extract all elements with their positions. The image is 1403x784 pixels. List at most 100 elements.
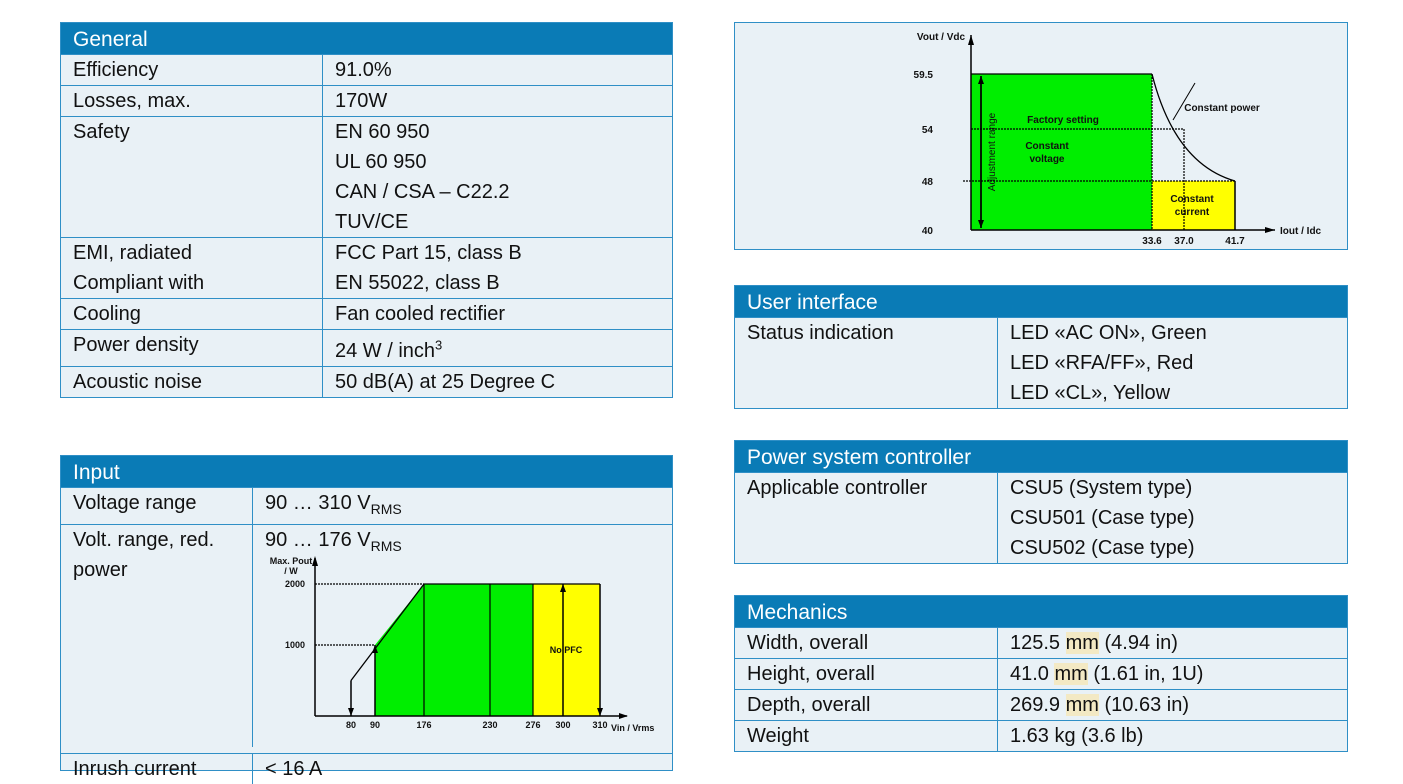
constant-current-label: Constant: [1170, 194, 1214, 205]
row-value: 125.5 mm (4.94 in): [998, 628, 1347, 658]
value-line: 170W: [335, 90, 388, 112]
x-tick-label: 176: [416, 720, 431, 730]
row-value: 24 W / inch3: [323, 330, 672, 366]
row-label: Voltage range: [61, 488, 253, 524]
table-row: Losses, max. 170W: [61, 85, 672, 116]
arrow-310-head: [597, 708, 603, 716]
table-row: Power density 24 W / inch3: [61, 329, 672, 366]
row-label: Losses, max.: [61, 86, 323, 116]
mechanics-table: Mechanics Width, overall 125.5 mm (4.94 in…: [734, 595, 1348, 752]
value-line: UL 60 950: [335, 151, 427, 173]
y-tick-label: 40: [922, 226, 934, 237]
value-line: < 16 A: [265, 758, 323, 780]
constant-voltage-label: Constant: [1025, 141, 1069, 152]
x-axis-label: Iout / Idc: [1280, 226, 1322, 237]
table-row: Acoustic noise 50 dB(A) at 25 Degree C: [61, 365, 672, 397]
y-tick-label: 54: [922, 125, 934, 136]
output-chart-svg: Adjustment range Vout / Vdc Iout / Idc Fact…: [914, 32, 1322, 247]
table-header: User interface: [735, 286, 1347, 317]
table-header: General: [61, 23, 672, 54]
y-axis-label-2: / W: [284, 566, 298, 576]
x-tick-label: 80: [346, 720, 356, 730]
table-header: Input: [61, 456, 672, 487]
row-value: 170W: [323, 86, 672, 116]
y-axis-label: Max. Pout: [270, 556, 313, 566]
value-line: 24 W / inch3: [335, 337, 443, 362]
x-axis-label: Vin / Vrms: [611, 723, 654, 733]
value-line: LED «AC ON», Green: [1010, 322, 1207, 344]
value-line: 50 dB(A) at 25 Degree C: [335, 370, 556, 393]
pfc-region: [375, 584, 533, 716]
row-value: CSU5 (System type) CSU501 (Case type) CSU5…: [998, 473, 1347, 563]
value-line: CSU5 (System type): [1010, 477, 1193, 499]
value-line: Fan cooled rectifier: [335, 303, 506, 325]
table-row: Depth, overall 269.9 mm (10.63 in): [735, 689, 1347, 720]
table-row: Width, overall 125.5 mm (4.94 in): [735, 627, 1347, 658]
row-value: EN 60 950 UL 60 950 CAN / CSA – C22.2 TUV/C…: [323, 117, 672, 237]
row-value: 90 … 176 VRMS: [253, 525, 672, 753]
constant-current-label-2: current: [1175, 207, 1210, 218]
x-axis-arrow: [619, 713, 628, 719]
x-tick-label: 33.6: [1142, 236, 1162, 247]
arrow-80-head: [348, 708, 354, 716]
power-system-controller-table: Power system controller Applicable contro…: [734, 440, 1348, 564]
constant-power-pointer: [1172, 82, 1196, 121]
constant-power-label: Constant power: [1184, 103, 1260, 114]
value-line: 90 … 176 VRMS: [265, 529, 402, 554]
value-line: CAN / CSA – C22.2: [335, 181, 510, 203]
row-label: Depth, overall: [735, 690, 998, 720]
value-line: 91.0%: [335, 59, 392, 81]
table-row: EMI, radiated Compliant with FCC Part 15,…: [61, 237, 672, 298]
table-row: Inrush current < 16 A: [61, 753, 672, 784]
arrow-300-head: [560, 584, 566, 592]
x-tick-label: 300: [555, 720, 570, 730]
no-pfc-region: [533, 584, 600, 716]
row-label: Acoustic noise: [61, 366, 323, 397]
row-label: Status indication: [735, 318, 998, 408]
x-tick-label: 90: [370, 720, 380, 730]
row-value: LED «AC ON», Green LED «RFA/FF», Red LED «…: [998, 318, 1347, 408]
row-label: Height, overall: [735, 659, 998, 689]
value-line: FCC Part 15, class B: [335, 242, 522, 264]
table-row: Weight 1.63 kg (3.6 lb): [735, 720, 1347, 751]
table-row: Efficiency 91.0%: [61, 54, 672, 85]
x-tick-label: 41.7: [1225, 236, 1245, 247]
value-line: LED «RFA/FF», Red: [1010, 352, 1194, 374]
row-label: Inrush current: [61, 754, 253, 784]
x-tick-label: 310: [592, 720, 607, 730]
table-header: Mechanics: [735, 596, 1347, 627]
value-line: 1.63 kg (3.6 lb): [1010, 725, 1144, 747]
y-axis-label: Vout / Vdc: [917, 32, 966, 43]
row-value: 50 dB(A) at 25 Degree C: [323, 367, 672, 397]
row-value: FCC Part 15, class B EN 55022, class B: [323, 238, 672, 298]
adjust-arrow-down-head: [978, 220, 984, 228]
row-label: Width, overall: [735, 628, 998, 658]
value-line: LED «CL», Yellow: [1010, 382, 1171, 404]
table-row: Status indication LED «AC ON», Green LED «…: [735, 317, 1347, 408]
general-table: General Efficiency 91.0% Losses, max. 170W Sa…: [60, 22, 673, 398]
factory-setting-label: Factory setting: [1027, 115, 1099, 126]
value-line: 90 … 310 VRMS: [265, 492, 402, 517]
row-value: 1.63 kg (3.6 lb): [998, 721, 1347, 751]
constant-voltage-label-2: voltage: [1029, 154, 1064, 165]
y-tick-label: 1000: [285, 640, 305, 650]
row-label: Volt. range, red. power: [61, 525, 253, 747]
table-row: Volt. range, red. power 90 … 176 VRMS: [61, 524, 672, 753]
row-value: < 16 A: [253, 754, 672, 784]
x-tick-label: 230: [482, 720, 497, 730]
input-derating-chart: Max. Pout/ W Vin / Vrms No PFC 1000 2000 80 90…: [270, 556, 654, 733]
y-tick-label: 59.5: [914, 70, 934, 81]
value-line: 41.0 mm (1.61 in, 1U): [1010, 663, 1204, 685]
row-label: Power density: [61, 330, 323, 366]
x-axis-arrow: [1265, 227, 1275, 233]
row-label: Weight: [735, 721, 998, 751]
constant-power-curve: [1151, 73, 1236, 182]
value-line: EN 55022, class B: [335, 272, 500, 294]
table-row: Applicable controller CSU5 (System type) C…: [735, 472, 1347, 563]
value-line: 269.9 mm (10.63 in): [1010, 694, 1189, 716]
row-label: Applicable controller: [735, 473, 998, 563]
value-line: CSU501 (Case type): [1010, 507, 1195, 529]
constant-voltage-region: [971, 74, 1152, 230]
value-line: TUV/CE: [335, 211, 409, 233]
row-value: 41.0 mm (1.61 in, 1U): [998, 659, 1347, 689]
